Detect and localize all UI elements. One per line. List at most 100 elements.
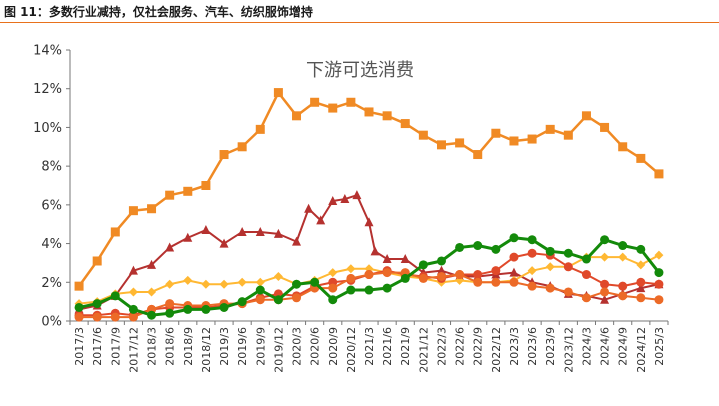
data-point bbox=[545, 262, 555, 272]
data-point bbox=[527, 281, 537, 291]
data-point bbox=[110, 291, 120, 301]
data-point bbox=[654, 268, 664, 278]
data-point bbox=[636, 283, 646, 293]
y-tick-label: 12% bbox=[33, 82, 62, 97]
data-point bbox=[364, 285, 374, 295]
data-point bbox=[328, 103, 338, 113]
data-point bbox=[364, 270, 374, 280]
data-point bbox=[654, 169, 664, 179]
x-tick-label: 2022/3 bbox=[435, 327, 448, 366]
figure-header: 图 11：多数行业减持，仅社会服务、汽车、纺织服饰增持 bbox=[0, 0, 719, 23]
data-point bbox=[92, 299, 102, 309]
data-point bbox=[128, 206, 138, 216]
x-tick-label: 2019/6 bbox=[236, 327, 249, 366]
data-point bbox=[165, 242, 175, 252]
y-tick-label: 10% bbox=[33, 121, 62, 136]
data-point bbox=[110, 312, 120, 322]
x-tick-label: 2021/12 bbox=[417, 327, 430, 373]
data-point bbox=[147, 310, 157, 320]
data-point bbox=[382, 111, 392, 121]
y-tick-label: 6% bbox=[41, 198, 62, 213]
series-4 bbox=[74, 248, 664, 320]
data-point bbox=[436, 271, 446, 281]
data-point bbox=[600, 252, 610, 262]
data-point bbox=[237, 226, 247, 236]
data-point bbox=[473, 270, 483, 280]
data-point bbox=[370, 246, 380, 256]
data-point bbox=[346, 264, 356, 274]
data-point bbox=[654, 295, 664, 305]
x-tick-label: 2023/6 bbox=[526, 327, 539, 366]
data-point bbox=[255, 285, 265, 295]
data-point bbox=[147, 287, 157, 297]
data-point bbox=[201, 279, 211, 289]
data-point bbox=[273, 271, 283, 281]
data-point bbox=[382, 283, 392, 293]
data-point bbox=[563, 248, 573, 258]
data-point bbox=[436, 256, 446, 266]
data-point bbox=[491, 128, 501, 138]
x-tick-label: 2019/3 bbox=[218, 327, 231, 366]
data-point bbox=[183, 275, 193, 285]
data-point bbox=[418, 260, 428, 270]
data-point bbox=[255, 226, 265, 236]
data-point bbox=[310, 277, 320, 287]
data-point bbox=[128, 304, 138, 314]
data-point bbox=[436, 140, 446, 150]
data-point bbox=[219, 279, 229, 289]
data-point bbox=[400, 273, 410, 283]
data-point bbox=[527, 266, 537, 276]
data-point bbox=[165, 299, 175, 309]
data-point bbox=[147, 259, 157, 269]
data-point bbox=[473, 150, 483, 160]
data-point bbox=[273, 228, 283, 238]
data-point bbox=[219, 238, 229, 248]
x-tick-label: 2024/9 bbox=[617, 327, 630, 366]
x-tick-label: 2024/12 bbox=[635, 327, 648, 373]
data-point bbox=[527, 134, 537, 144]
data-point bbox=[364, 107, 374, 117]
figure-title: 图 11：多数行业减持，仅社会服务、汽车、纺织服饰增持 bbox=[4, 5, 313, 19]
data-point bbox=[316, 215, 326, 225]
data-point bbox=[436, 265, 446, 275]
x-tick-label: 2017/9 bbox=[109, 327, 122, 366]
data-point bbox=[473, 277, 483, 287]
data-point bbox=[128, 312, 138, 322]
data-point bbox=[636, 153, 646, 163]
data-point bbox=[636, 293, 646, 303]
data-point bbox=[455, 270, 465, 280]
data-point bbox=[292, 236, 302, 246]
data-point bbox=[165, 308, 175, 318]
x-tick-label: 2020/3 bbox=[291, 327, 304, 366]
data-point bbox=[128, 287, 138, 297]
data-point bbox=[237, 277, 247, 287]
data-point bbox=[201, 225, 211, 235]
series-line bbox=[78, 91, 660, 287]
chart-title: 下游可选消费 bbox=[306, 60, 414, 81]
data-point bbox=[563, 130, 573, 140]
data-point bbox=[509, 233, 519, 243]
data-point bbox=[455, 242, 465, 252]
data-point bbox=[304, 203, 314, 213]
y-tick-label: 4% bbox=[41, 237, 62, 252]
data-point bbox=[183, 304, 193, 314]
data-point bbox=[382, 254, 392, 264]
data-point bbox=[346, 273, 356, 283]
data-point bbox=[473, 241, 483, 251]
y-tick-label: 14% bbox=[33, 44, 62, 59]
x-tick-label: 2022/12 bbox=[490, 327, 503, 373]
x-tick-label: 2025/3 bbox=[653, 327, 666, 366]
data-point bbox=[310, 97, 320, 107]
data-point bbox=[563, 287, 573, 297]
data-point bbox=[346, 285, 356, 295]
data-point bbox=[147, 204, 157, 214]
line-chart: 0% 2% 4% 6% 8% 10% 12% 14% 2017/3 2017/6 2017/9 201… bbox=[33, 44, 669, 373]
chart-axes: 0% 2% 4% 6% 8% 10% 12% 14% 2017/3 2017/6 2017/9 201… bbox=[33, 44, 669, 373]
data-point bbox=[219, 150, 229, 160]
series-3 bbox=[74, 250, 664, 309]
x-tick-label: 2021/3 bbox=[363, 327, 376, 366]
x-tick-label: 2023/3 bbox=[508, 327, 521, 366]
data-point bbox=[346, 97, 356, 107]
data-point bbox=[654, 279, 664, 289]
x-tick-label: 2019/9 bbox=[254, 327, 267, 366]
